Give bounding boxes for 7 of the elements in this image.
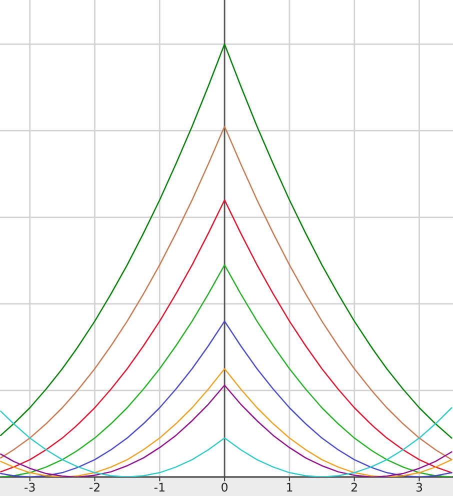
- x-tick-label: -2: [89, 482, 100, 492]
- x-tick-label: 0: [222, 482, 228, 492]
- x-tick-label: -1: [154, 482, 164, 492]
- x-tick-label: 2: [351, 482, 357, 492]
- x-tick-label: 3: [416, 482, 422, 492]
- x-tick-label: 1: [286, 482, 292, 492]
- x-tick-label: -3: [24, 482, 35, 492]
